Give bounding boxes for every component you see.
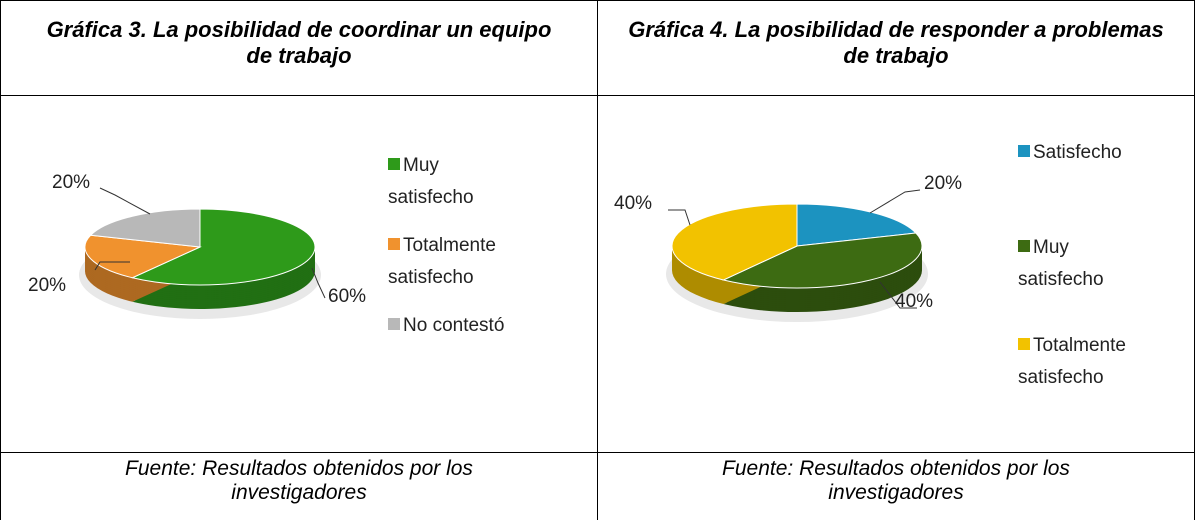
source: Fuente: Resultados obtenidos por los inv… — [597, 452, 1195, 520]
leader-line — [879, 281, 917, 309]
legend-item: Totalmente satisfecho — [1018, 330, 1148, 394]
legend-swatch — [1018, 145, 1030, 157]
data-label: 20% — [52, 172, 91, 193]
data-label: 40% — [895, 291, 934, 312]
legend-swatch — [1018, 338, 1030, 350]
legend-label: Muy satisfecho — [388, 155, 474, 208]
legend-swatch — [388, 238, 400, 250]
data-label: 20% — [28, 275, 67, 296]
leader-line — [99, 187, 151, 215]
slice — [671, 203, 798, 281]
legend-item: No contestó — [388, 310, 518, 342]
slice — [89, 208, 201, 248]
legend-swatch — [388, 158, 400, 170]
chart-title: Gráfica 4. La posibilidad de responder a… — [597, 0, 1195, 96]
leader-line — [668, 209, 691, 226]
source: Fuente: Resultados obtenidos por los inv… — [0, 452, 598, 520]
slice — [722, 232, 923, 289]
slice — [796, 203, 917, 247]
slice — [84, 234, 202, 279]
chart-title: Gráfica 3. La posibilidad de coordinar u… — [0, 0, 598, 96]
legend-label: Muy satisfecho — [1018, 237, 1104, 290]
legend-item: Muy satisfecho — [1018, 232, 1148, 296]
leader-line — [94, 261, 130, 271]
data-label: 40% — [614, 193, 653, 214]
data-label: 20% — [924, 173, 963, 194]
legend-label: Satisfecho — [1033, 142, 1122, 163]
legend-label: Totalmente satisfecho — [388, 235, 496, 288]
data-label: 60% — [328, 286, 367, 307]
legend-item: Muy satisfecho — [388, 150, 518, 214]
leader-line — [869, 189, 921, 214]
leader-line — [311, 267, 326, 299]
legend-item: Satisfecho — [1018, 137, 1148, 169]
legend-label: No contestó — [403, 315, 505, 336]
legend-label: Totalmente satisfecho — [1018, 335, 1126, 388]
legend-swatch — [388, 318, 400, 330]
legend-item: Totalmente satisfecho — [388, 230, 518, 294]
slice — [130, 208, 316, 286]
legend-swatch — [1018, 240, 1030, 252]
